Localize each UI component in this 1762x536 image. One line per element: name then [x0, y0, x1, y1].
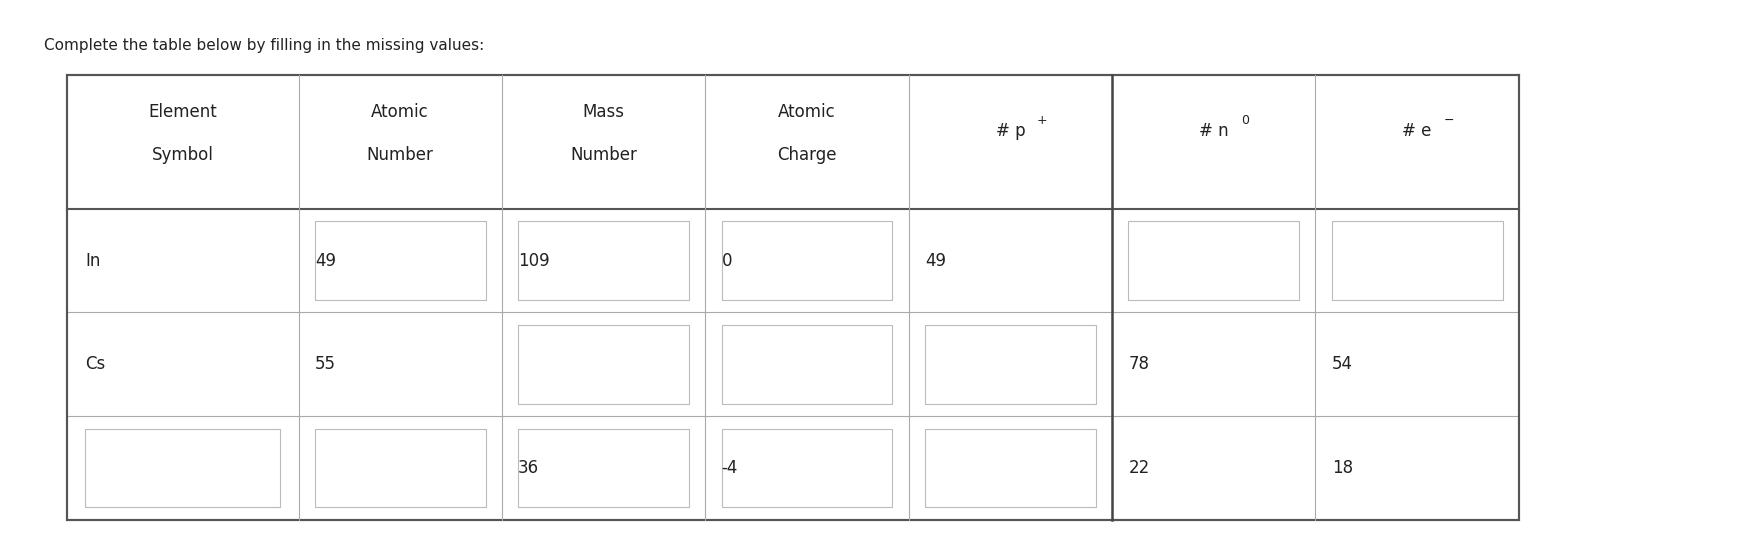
Text: # p: # p [996, 122, 1025, 140]
Text: 0: 0 [1242, 114, 1249, 127]
Text: 49: 49 [925, 251, 946, 270]
Text: Complete the table below by filling in the missing values:: Complete the table below by filling in t… [44, 38, 485, 53]
Text: In: In [86, 251, 100, 270]
Text: 0: 0 [722, 251, 731, 270]
Text: Element: Element [148, 103, 217, 121]
Text: 55: 55 [315, 355, 337, 373]
Text: Charge: Charge [777, 146, 837, 164]
Text: Atomic: Atomic [372, 103, 430, 121]
Text: # n: # n [1198, 122, 1228, 140]
Text: 54: 54 [1332, 355, 1353, 373]
Text: # e: # e [1403, 122, 1433, 140]
Text: 18: 18 [1332, 459, 1353, 477]
Text: 109: 109 [518, 251, 550, 270]
Text: 49: 49 [315, 251, 337, 270]
Text: +: + [1036, 114, 1047, 127]
Text: Number: Number [366, 146, 433, 164]
Text: Symbol: Symbol [152, 146, 213, 164]
Text: Cs: Cs [86, 355, 106, 373]
Text: 22: 22 [1128, 459, 1149, 477]
Text: 36: 36 [518, 459, 539, 477]
Text: −: − [1443, 114, 1454, 127]
Text: Number: Number [571, 146, 638, 164]
Text: Atomic: Atomic [779, 103, 835, 121]
Text: Mass: Mass [583, 103, 624, 121]
Text: 78: 78 [1128, 355, 1149, 373]
Text: -4: -4 [722, 459, 738, 477]
